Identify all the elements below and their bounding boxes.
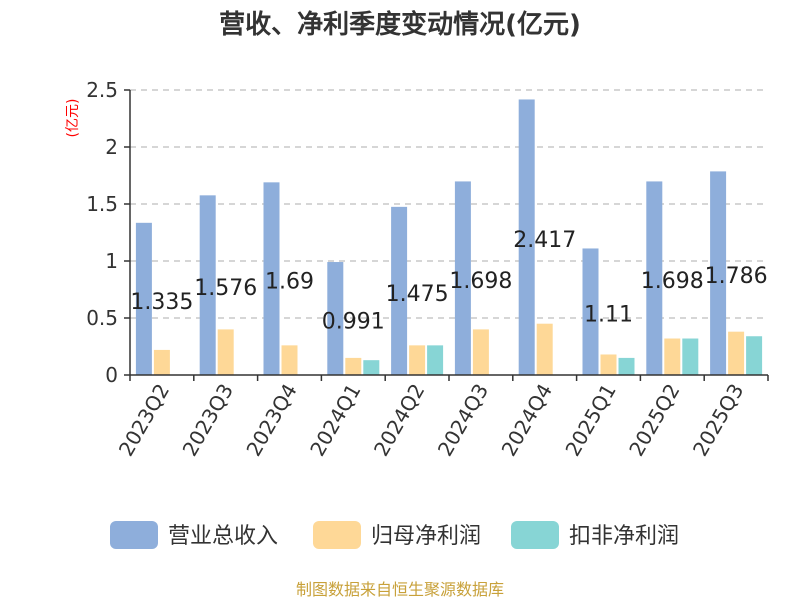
bar	[518, 99, 535, 375]
bar	[135, 222, 152, 375]
legend-swatch	[511, 521, 559, 549]
x-tick-label: 2024Q1	[305, 380, 365, 461]
bar	[664, 338, 681, 375]
bars	[135, 99, 763, 375]
bar	[327, 262, 344, 375]
data-label: 1.786	[705, 264, 768, 289]
legend-label: 归母净利润	[371, 524, 481, 549]
data-label: 1.576	[194, 276, 257, 301]
x-tick-label: 2025Q2	[624, 380, 684, 461]
bar	[153, 349, 170, 375]
data-label: 1.698	[641, 269, 704, 294]
bar	[472, 329, 489, 375]
bar	[646, 181, 663, 375]
x-tick-label: 2024Q3	[433, 380, 493, 461]
bar	[199, 195, 216, 375]
bar	[728, 331, 745, 375]
data-label: 1.11	[584, 303, 633, 328]
x-tick-label: 2025Q3	[688, 380, 748, 461]
legend-label: 营业总收入	[168, 524, 278, 549]
x-axis	[129, 90, 769, 381]
legend: 营业总收入 归母净利润 扣非净利润	[110, 521, 679, 549]
bar	[710, 171, 727, 375]
x-tick-label: 2024Q4	[497, 380, 557, 461]
bar	[263, 182, 280, 375]
y-tick-label: 2	[105, 135, 118, 159]
bar	[618, 357, 635, 375]
x-tick-label: 2023Q2	[114, 380, 174, 461]
data-label: 1.69	[265, 270, 314, 295]
legend-swatch	[313, 521, 361, 549]
y-unit-label: (亿元)	[65, 99, 81, 138]
legend-label: 扣非净利润	[569, 524, 679, 549]
y-tick-label: 2.5	[86, 78, 118, 102]
source-note: 制图数据来自恒生聚源数据库	[296, 580, 504, 599]
x-tick-label: 2023Q3	[178, 380, 238, 461]
bar	[454, 181, 471, 375]
bar	[281, 345, 298, 375]
data-label: 0.991	[322, 310, 385, 335]
y-axis-ticks: 0 0.5 1 1.5 2 2.5	[86, 78, 130, 387]
y-tick-label: 1	[105, 249, 118, 273]
bar	[363, 360, 380, 375]
x-axis-labels: 2023Q2 2023Q3 2023Q4 2024Q1 2024Q2 2024Q3 2024…	[114, 380, 749, 461]
y-tick-label: 0	[105, 363, 118, 387]
x-tick-label: 2023Q4	[241, 380, 301, 461]
chart-title: 营收、净利季度变动情况(亿元)	[219, 9, 581, 40]
x-tick-label: 2025Q1	[560, 380, 620, 461]
data-label: 1.335	[130, 290, 193, 315]
bar	[682, 338, 699, 375]
bar	[427, 345, 444, 375]
bar	[600, 354, 617, 375]
y-tick-label: 1.5	[86, 192, 118, 216]
bar	[582, 248, 599, 375]
y-tick-label: 0.5	[86, 306, 118, 330]
data-label: 1.698	[449, 269, 512, 294]
bar	[746, 336, 763, 375]
bar	[536, 323, 553, 375]
bar	[409, 345, 426, 375]
bar	[345, 357, 362, 375]
bar	[391, 206, 408, 375]
data-label: 1.475	[386, 282, 449, 307]
data-label: 2.417	[513, 228, 576, 253]
legend-swatch	[110, 521, 158, 549]
bar	[217, 329, 234, 375]
x-tick-label: 2024Q2	[369, 380, 429, 461]
